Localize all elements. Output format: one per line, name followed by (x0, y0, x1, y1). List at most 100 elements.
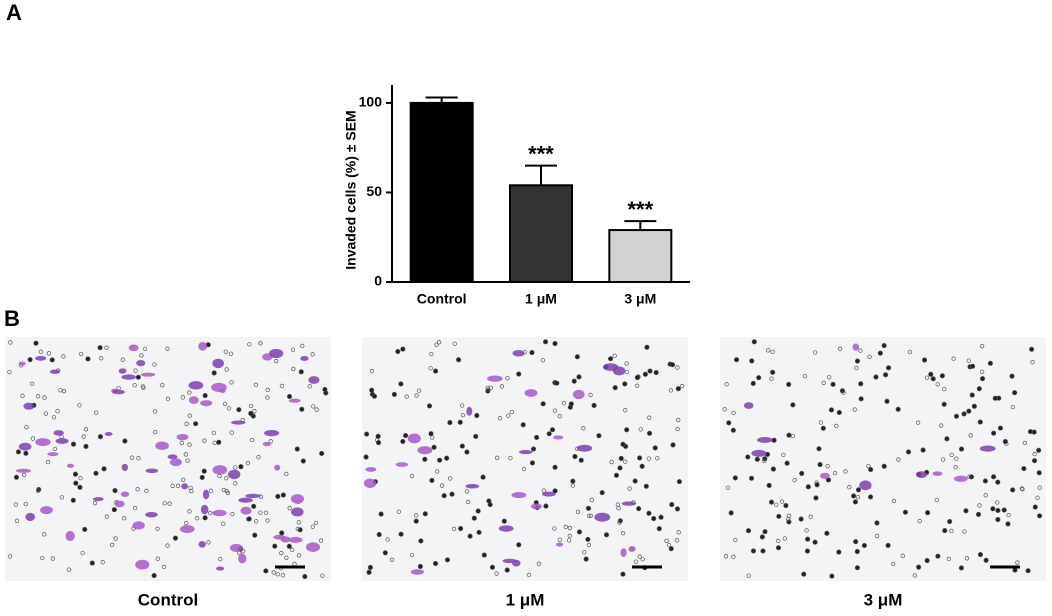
pore (745, 454, 751, 460)
pore (820, 425, 826, 431)
pore (436, 340, 442, 345)
pore (376, 532, 382, 538)
pore (924, 558, 930, 564)
cell (65, 531, 75, 542)
pore (389, 557, 395, 562)
pore (391, 391, 397, 397)
pore (367, 564, 373, 571)
pore (101, 466, 107, 472)
pore (890, 561, 896, 567)
pore (851, 493, 857, 499)
pore (542, 339, 549, 345)
pore (225, 490, 231, 496)
pore (855, 495, 861, 500)
pore (636, 506, 642, 512)
pore (770, 369, 776, 375)
pore (638, 427, 643, 432)
pore (221, 487, 227, 493)
pore (970, 363, 976, 369)
pore (1037, 513, 1043, 519)
pore (836, 549, 842, 555)
pore (1006, 513, 1011, 518)
pore (1010, 487, 1016, 493)
pore (139, 353, 144, 358)
pore (29, 381, 35, 386)
pore (916, 564, 922, 570)
pore (1020, 487, 1025, 492)
pore (133, 505, 138, 511)
pore (566, 538, 572, 543)
pore (847, 485, 852, 490)
pore (100, 560, 105, 565)
pore (429, 477, 435, 483)
pore (274, 358, 279, 364)
pore (770, 466, 776, 472)
pore (311, 404, 316, 409)
pore (759, 534, 765, 540)
pore (179, 440, 185, 446)
pore (78, 475, 83, 481)
pore (193, 421, 199, 427)
pore (375, 440, 382, 446)
pore (133, 368, 138, 373)
cell (18, 361, 26, 366)
pore (46, 351, 52, 356)
x-tick-label: Control (417, 291, 467, 307)
pore (783, 503, 789, 509)
pore (669, 502, 675, 508)
cell (915, 471, 928, 478)
pore (853, 539, 859, 545)
pore (821, 380, 826, 385)
pore (132, 383, 137, 388)
bar (409, 101, 474, 283)
cell (55, 438, 69, 444)
cell (240, 506, 252, 515)
pore (790, 433, 796, 439)
pore (499, 384, 505, 389)
pore (161, 564, 167, 570)
pore (728, 510, 734, 516)
cell (198, 342, 208, 351)
pore (185, 458, 190, 463)
pore (816, 446, 822, 452)
pore (187, 442, 192, 447)
pore (439, 483, 445, 488)
pore (122, 516, 127, 521)
pore (674, 538, 680, 543)
pore (297, 527, 303, 533)
pore (280, 492, 286, 498)
pore (230, 511, 235, 517)
pore (766, 482, 772, 489)
pore (284, 471, 289, 477)
pore (991, 474, 997, 480)
pore (534, 434, 540, 440)
pore (930, 376, 936, 382)
pore (38, 349, 44, 354)
pore (290, 347, 296, 352)
pore (572, 454, 578, 460)
pore (942, 528, 948, 534)
pore (254, 519, 259, 524)
pore (643, 483, 649, 489)
pore (963, 508, 969, 514)
pore (877, 350, 883, 356)
pore (900, 553, 905, 558)
cell (273, 534, 286, 540)
pore (637, 554, 642, 559)
cell (552, 435, 564, 440)
pore (858, 396, 864, 402)
cell (219, 388, 226, 393)
pore (656, 526, 662, 532)
pore (854, 365, 859, 371)
pore (224, 476, 229, 481)
pore (409, 552, 415, 558)
cell (524, 389, 538, 397)
pore (59, 495, 64, 500)
pore (843, 469, 848, 474)
cell (53, 430, 64, 436)
pore (35, 394, 41, 399)
pore (839, 388, 846, 394)
pore (552, 408, 558, 413)
pore (452, 341, 457, 346)
